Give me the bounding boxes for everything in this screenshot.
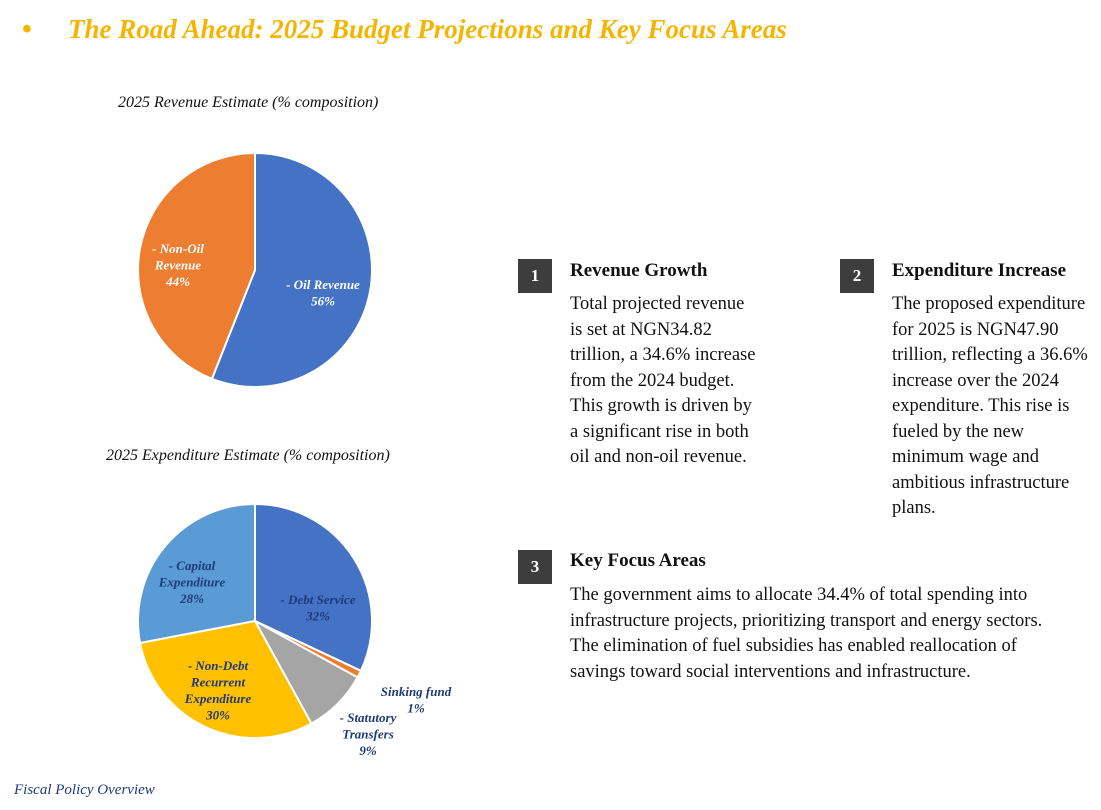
card-3-body: The government aims to allocate 34.4% of…: [570, 583, 1042, 685]
pie-label-line: 1%: [407, 701, 425, 716]
card-1-line: Total projected revenue: [570, 294, 745, 314]
pie-label-line: Transfers: [342, 727, 394, 742]
pie-label-line: Sinking fund: [381, 684, 452, 699]
pie-label-line: - Oil Revenue: [286, 277, 360, 292]
pie-label-line: Expenditure: [184, 691, 252, 706]
pie-label-line: 32%: [305, 609, 330, 624]
card-2-line: The proposed expenditure: [892, 294, 1086, 314]
card-1-line: oil and non-oil revenue.: [570, 447, 747, 467]
card-2-body: The proposed expenditure for 2025 is NGN…: [892, 292, 1088, 522]
card-3-title: Key Focus Areas: [570, 550, 706, 571]
pie-label-line: - Statutory: [340, 710, 397, 725]
card-1-title: Revenue Growth: [570, 260, 708, 281]
pie-slice-capital-expenditure: [137, 502, 256, 645]
pie-label-non-debt-recurrent-expenditure: - Non-Debt Recurrent Expenditure 30%: [184, 658, 252, 723]
card-3-line: savings toward social interventions and …: [570, 661, 971, 682]
expenditure-pie-chart: - Debt Service 32% Sinking fund 1% - Statuto…: [137, 502, 452, 758]
revenue-chart-title: 2025 Revenue Estimate (% composition): [118, 94, 379, 111]
card-1-line: This growth is driven by: [570, 396, 752, 416]
pie-label-line: 28%: [179, 591, 204, 606]
pie-label-line: - Debt Service: [280, 592, 355, 607]
pie-label-line: Recurrent: [190, 675, 246, 690]
card-3-line: infrastructure projects, prioritizing tr…: [570, 610, 1043, 631]
card-1-body: Total projected revenue is set at NGN34.…: [570, 292, 755, 471]
pie-label-line: 44%: [165, 274, 190, 289]
pie-label-oil-revenue: - Oil Revenue 56%: [286, 277, 360, 309]
pie-label-non-oil-revenue: - Non-Oil Revenue 44%: [152, 241, 204, 289]
pie-slice-non-oil-revenue: [137, 151, 256, 381]
pie-label-line: Revenue: [154, 258, 201, 273]
pie-label-line: 9%: [359, 743, 377, 758]
pie-label-line: - Non-Debt: [188, 658, 249, 673]
pie-slice-debt-service: [254, 502, 373, 673]
card-2-line: plans.: [892, 498, 936, 518]
card-1-line: is set at NGN34.82: [570, 319, 712, 340]
pie-label-line: 30%: [205, 708, 230, 723]
pie-label-sinking-fund: Sinking fund 1%: [381, 684, 452, 716]
card-1-line: a significant rise in both: [570, 421, 749, 442]
pie-label-capital-expenditure: - Capital Expenditure 28%: [158, 558, 226, 606]
card-3-number-badge: 3: [518, 550, 552, 584]
card-2-line: fueled by the new: [892, 421, 1025, 442]
pie-slice-non-debt-recurrent-expenditure: [138, 619, 313, 739]
expenditure-chart-title: 2025 Expenditure Estimate (% composition…: [106, 447, 390, 464]
card-2-line: increase over the 2024: [892, 370, 1059, 391]
card-2-title: Expenditure Increase: [892, 260, 1066, 281]
pie-label-statutory-transfers: - Statutory Transfers 9%: [340, 710, 397, 758]
card-2-line: expenditure. This rise is: [892, 396, 1070, 416]
card-1-line: from the 2024 budget.: [570, 370, 735, 391]
card-3-line: The government aims to allocate 34.4% of…: [570, 585, 1028, 605]
card-1-line: trillion, a 34.6% increase: [570, 345, 756, 365]
pie-label-line: 56%: [311, 294, 335, 309]
card-1-number-badge: 1: [518, 259, 552, 293]
pie-slice-oil-revenue: [210, 151, 373, 388]
card-3-line: The elimination of fuel subsidies has en…: [570, 636, 1017, 656]
title-bullet: •: [22, 14, 32, 45]
card-2-line: minimum wage and: [892, 447, 1039, 467]
revenue-pie-chart: - Oil Revenue 56% - Non-Oil Revenue 44%: [137, 151, 373, 388]
page-title: The Road Ahead: 2025 Budget Projections …: [68, 14, 787, 44]
card-2-number-badge: 2: [840, 259, 874, 293]
pie-label-line: - Capital: [169, 558, 216, 573]
card-2-line: trillion, reflecting a 36.6%: [892, 345, 1088, 365]
pie-label-line: Expenditure: [158, 575, 226, 590]
pie-label-line: - Non-Oil: [152, 241, 204, 256]
card-2-line: ambitious infrastructure: [892, 472, 1070, 493]
pie-label-debt-service: - Debt Service 32%: [280, 592, 355, 624]
card-2-line: for 2025 is NGN47.90: [892, 319, 1059, 340]
footer-label: Fiscal Policy Overview: [14, 782, 155, 798]
